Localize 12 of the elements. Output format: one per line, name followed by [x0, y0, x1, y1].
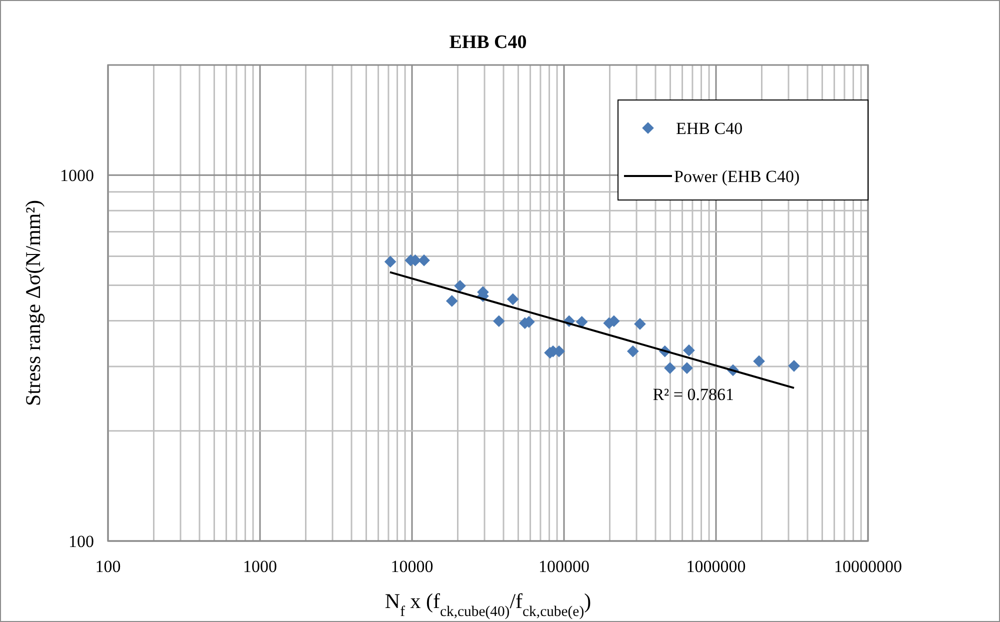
x-tick-label: 1000: [243, 557, 277, 576]
annotation: R² = 0.7861: [652, 384, 734, 404]
x-tick-label: 10000000: [834, 557, 902, 576]
y-axis-title: Stress range Δσ(N/mm²): [21, 200, 45, 406]
x-tick-label: 10000: [390, 557, 434, 576]
x-tick-label: 100: [95, 557, 121, 576]
legend-label: EHB C40: [676, 119, 743, 138]
x-axis-title: N$_{f}$ x (f$_{ck,cube(40)}$/f$_{ck,cube(e)}$): [384, 589, 592, 620]
legend-label: Power (EHB C40): [674, 167, 800, 186]
x-tick-label: 100000: [538, 557, 590, 576]
chart-title: EHB C40: [449, 32, 527, 53]
x-tick-label: 1000000: [686, 557, 746, 576]
